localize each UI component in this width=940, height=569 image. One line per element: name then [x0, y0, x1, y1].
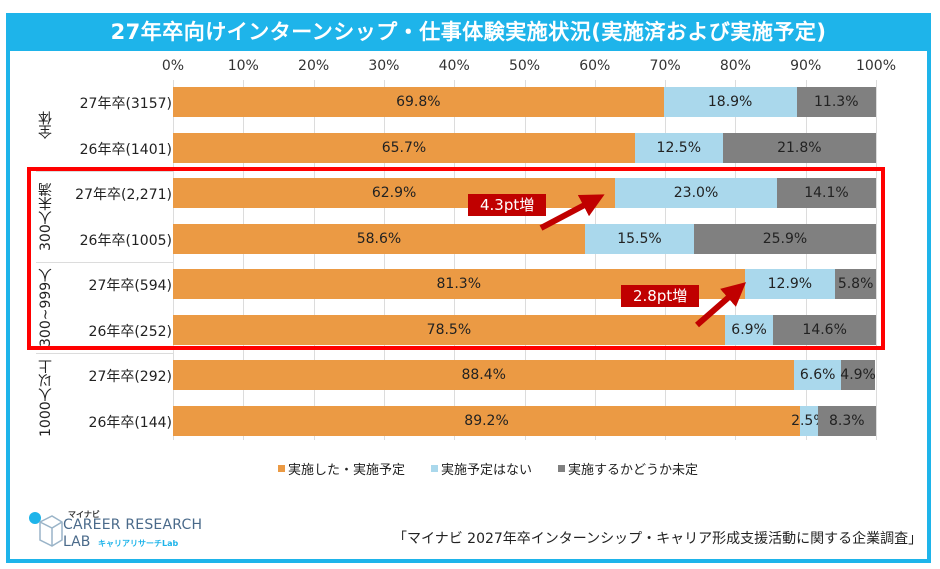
logo-brand: マイナビ — [68, 510, 100, 519]
x-tick-label: 100% — [855, 58, 897, 74]
gridline — [665, 80, 667, 440]
row-label: 27年卒(594) — [88, 278, 172, 294]
row-label: 26年卒(144) — [88, 414, 172, 431]
x-tick-label: 10% — [227, 58, 259, 74]
data-label: 58.6% — [356, 230, 402, 247]
legend-label: 実施予定はない — [441, 463, 533, 478]
bar-segment: 89.2% — [173, 405, 801, 436]
row-label: 26年卒(252) — [88, 323, 172, 340]
x-tick-label: 40% — [438, 58, 470, 74]
gridline — [454, 80, 456, 440]
logo-lab: LAB — [63, 534, 91, 550]
bar-segment: 11.3% — [796, 87, 876, 117]
row-label: 27年卒(3157) — [79, 96, 172, 112]
gridline — [243, 80, 245, 440]
x-tick-label: 20% — [298, 58, 330, 74]
gridline — [805, 80, 807, 440]
chart-title: 27年卒向けインターンシップ・仕事体験実施状況(実施済および実施予定) — [6, 13, 931, 51]
x-tick-label: 90% — [790, 58, 822, 74]
data-label: 14.1% — [804, 185, 849, 201]
bar-segment: 21.8% — [722, 132, 876, 163]
bar-segment: 14.6% — [773, 314, 876, 345]
bar-segment: 6.6% — [794, 360, 841, 390]
bar-segment: 2.5% — [791, 405, 827, 436]
bar-segment: 18.9% — [663, 87, 797, 117]
data-label: 89.2% — [464, 412, 509, 429]
data-label: 81.3% — [436, 276, 481, 292]
logo-icon — [29, 512, 63, 547]
highlight-box — [27, 167, 885, 350]
data-label: 8.3% — [829, 412, 865, 429]
x-tick-label: 80% — [719, 58, 751, 74]
data-label: 5.8% — [837, 276, 874, 292]
x-tick-label: 30% — [368, 58, 400, 74]
bar-segment: 23.0% — [615, 178, 777, 208]
gridline — [524, 80, 526, 440]
chart-frame — [6, 13, 931, 563]
group-separator — [36, 262, 173, 263]
data-label: 65.7% — [381, 139, 427, 156]
data-label: 12.9% — [767, 276, 813, 292]
gridline — [594, 80, 596, 440]
data-label: 4.9% — [840, 367, 876, 383]
callout-300-under: 4.3pt増 — [468, 194, 547, 216]
callout-300-999: 2.8pt増 — [621, 285, 700, 307]
row-label: 27年卒(2,271) — [75, 187, 172, 203]
logo-subtext: キャリアリサーチLab — [98, 539, 179, 548]
bar-segment: 88.4% — [173, 360, 795, 390]
bar-segment: 12.9% — [744, 269, 836, 299]
bar-segment: 15.5% — [584, 223, 694, 254]
data-label: 23.0% — [673, 185, 719, 201]
x-tick-label: 60% — [579, 58, 611, 74]
legend-swatch — [431, 465, 439, 472]
bar-segment: 8.3% — [817, 405, 876, 436]
data-label: 6.9% — [731, 321, 767, 338]
row-label: 27年卒(292) — [88, 369, 172, 385]
x-tick-label: 0% — [161, 58, 185, 74]
bar-segment: 4.9% — [840, 360, 876, 390]
bar-segment: 65.7% — [173, 132, 635, 163]
group-separator — [36, 353, 173, 354]
legend-item-not-planned: 実施予定はない — [431, 459, 532, 478]
row-label: 26年卒(1005) — [79, 232, 172, 249]
gridline — [735, 80, 737, 440]
bar-segment: 58.6% — [173, 223, 585, 254]
data-label: 69.8% — [396, 94, 441, 110]
gridline — [383, 80, 385, 440]
legend: 実施した・実施予定 実施予定はない 実施するかどうか未定 — [278, 459, 698, 478]
gridline — [313, 80, 315, 440]
data-label: 78.5% — [426, 321, 472, 338]
bar-segment: 69.8% — [173, 87, 664, 117]
x-tick-label: 70% — [649, 58, 681, 74]
data-label: 25.9% — [762, 230, 808, 247]
x-tick-label: 50% — [508, 58, 541, 74]
data-label: 12.5% — [656, 139, 702, 156]
bar-segment: 14.1% — [776, 178, 876, 208]
group-separator — [36, 171, 173, 172]
legend-swatch — [278, 465, 285, 472]
source-note: 「マイナビ 2027年卒インターンシップ・キャリア形成支援活動に関する企業調査」 — [393, 531, 923, 547]
data-label: 14.6% — [802, 321, 847, 338]
bar-segment: 25.9% — [693, 223, 876, 254]
gridline — [876, 80, 877, 440]
legend-swatch — [558, 465, 566, 472]
row-label: 26年卒(1401) — [79, 141, 172, 158]
data-label: 88.4% — [461, 367, 506, 383]
data-label: 21.8% — [777, 139, 822, 156]
label-column — [36, 80, 174, 440]
bar-segment: 12.5% — [634, 132, 723, 163]
bar-segment: 78.5% — [173, 314, 725, 345]
data-label: 62.9% — [371, 185, 417, 201]
data-label: 6.6% — [799, 367, 836, 383]
data-label: 15.5% — [617, 230, 662, 247]
legend-label: 実施するかどうか未定 — [568, 463, 699, 478]
logo-text: CAREER RESEARCH — [63, 517, 203, 533]
legend-item-implemented: 実施した・実施予定 — [278, 459, 405, 478]
legend-label: 実施した・実施予定 — [288, 463, 406, 478]
data-label: 18.9% — [707, 94, 753, 110]
legend-item-undecided: 実施するかどうか未定 — [558, 459, 698, 478]
data-label: 11.3% — [814, 94, 859, 110]
bar-segment: 5.8% — [835, 269, 876, 299]
